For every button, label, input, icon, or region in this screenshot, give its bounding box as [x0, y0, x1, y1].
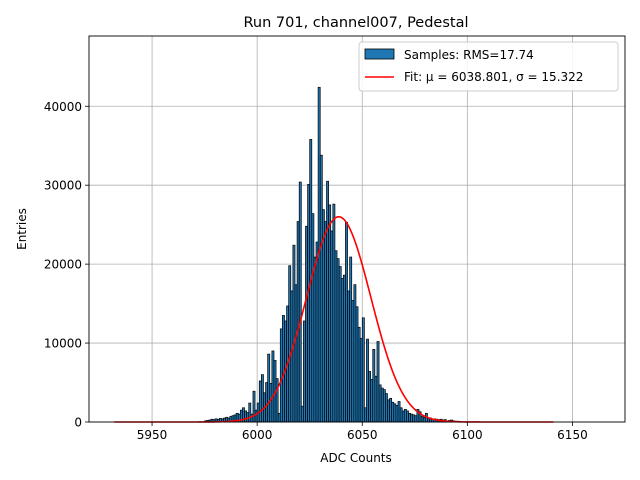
x-axis-label: ADC Counts — [320, 451, 392, 465]
y-tick-label: 0 — [74, 416, 82, 430]
y-axis: 0 10000 20000 30000 40000 — [44, 100, 89, 430]
y-tick-label: 10000 — [44, 337, 82, 351]
y-axis-label: Entries — [15, 208, 29, 250]
legend-label-samples: Samples: RMS=17.74 — [404, 48, 534, 62]
legend: Samples: RMS=17.74 Fit: μ = 6038.801, σ … — [358, 41, 619, 92]
x-tick-label: 6050 — [347, 428, 378, 442]
x-tick-label: 6000 — [242, 428, 273, 442]
y-tick-label: 30000 — [44, 179, 82, 193]
x-tick-label: 5950 — [137, 428, 168, 442]
histogram-bar — [298, 181, 302, 423]
plot-area — [88, 35, 626, 423]
y-tick-label: 20000 — [44, 258, 82, 272]
x-axis: 5950 6000 6050 6100 6150 — [137, 422, 588, 442]
histogram-bar — [361, 317, 365, 423]
legend-box — [358, 41, 619, 92]
chart-title: Run 701, channel007, Pedestal — [243, 15, 468, 31]
plot-frame — [88, 35, 626, 423]
legend-swatch-samples — [364, 48, 395, 60]
x-tick-label: 6150 — [557, 428, 588, 442]
x-tick-label: 6100 — [452, 428, 483, 442]
y-tick-label: 40000 — [44, 100, 82, 114]
legend-label-fit: Fit: μ = 6038.801, σ = 15.322 — [404, 70, 583, 84]
